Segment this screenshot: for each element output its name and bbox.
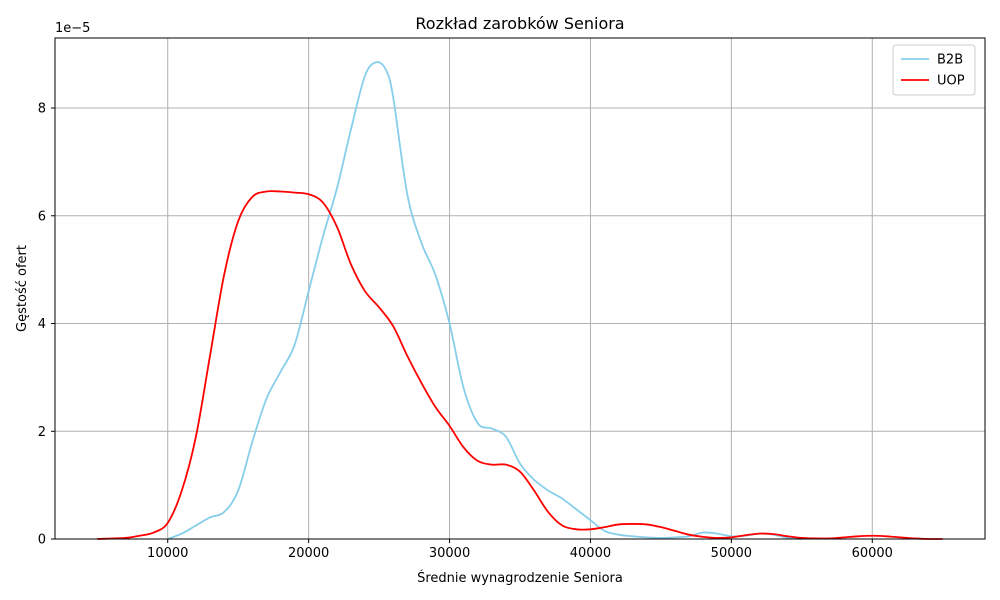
- x-tick-label: 20000: [288, 546, 329, 561]
- y-axis: 0 2 4 6 8: [38, 102, 55, 548]
- series-line-uop: [97, 190, 943, 540]
- y-tick-label: 4: [38, 317, 46, 332]
- x-tick-label: 10000: [147, 546, 188, 561]
- y-tick-label: 2: [38, 425, 46, 440]
- y-tick-label: 6: [38, 209, 46, 224]
- series-line-b2b: [167, 61, 802, 540]
- y-tick-label: 0: [38, 533, 46, 548]
- y-axis-label: Gęstość ofert: [15, 245, 30, 332]
- x-tick-label: 30000: [429, 546, 470, 561]
- x-tick-label: 60000: [852, 546, 893, 561]
- x-tick-label: 40000: [570, 546, 611, 561]
- series-layer: [97, 61, 943, 540]
- legend-label: UOP: [937, 74, 965, 89]
- legend: B2B UOP: [892, 44, 976, 96]
- legend-box: [892, 44, 976, 96]
- x-axis-label: Średnie wynagrodzenie Seniora: [417, 570, 623, 586]
- x-axis: 10000 20000 30000 40000 50000 60000: [147, 539, 893, 561]
- y-tick-label: 8: [38, 102, 46, 117]
- chart-title: Rozkład zarobków Seniora: [415, 14, 624, 33]
- x-tick-label: 50000: [711, 546, 752, 561]
- plot-frame: [54, 37, 986, 540]
- y-offset-label: 1e−5: [55, 21, 90, 36]
- legend-label: B2B: [937, 53, 963, 68]
